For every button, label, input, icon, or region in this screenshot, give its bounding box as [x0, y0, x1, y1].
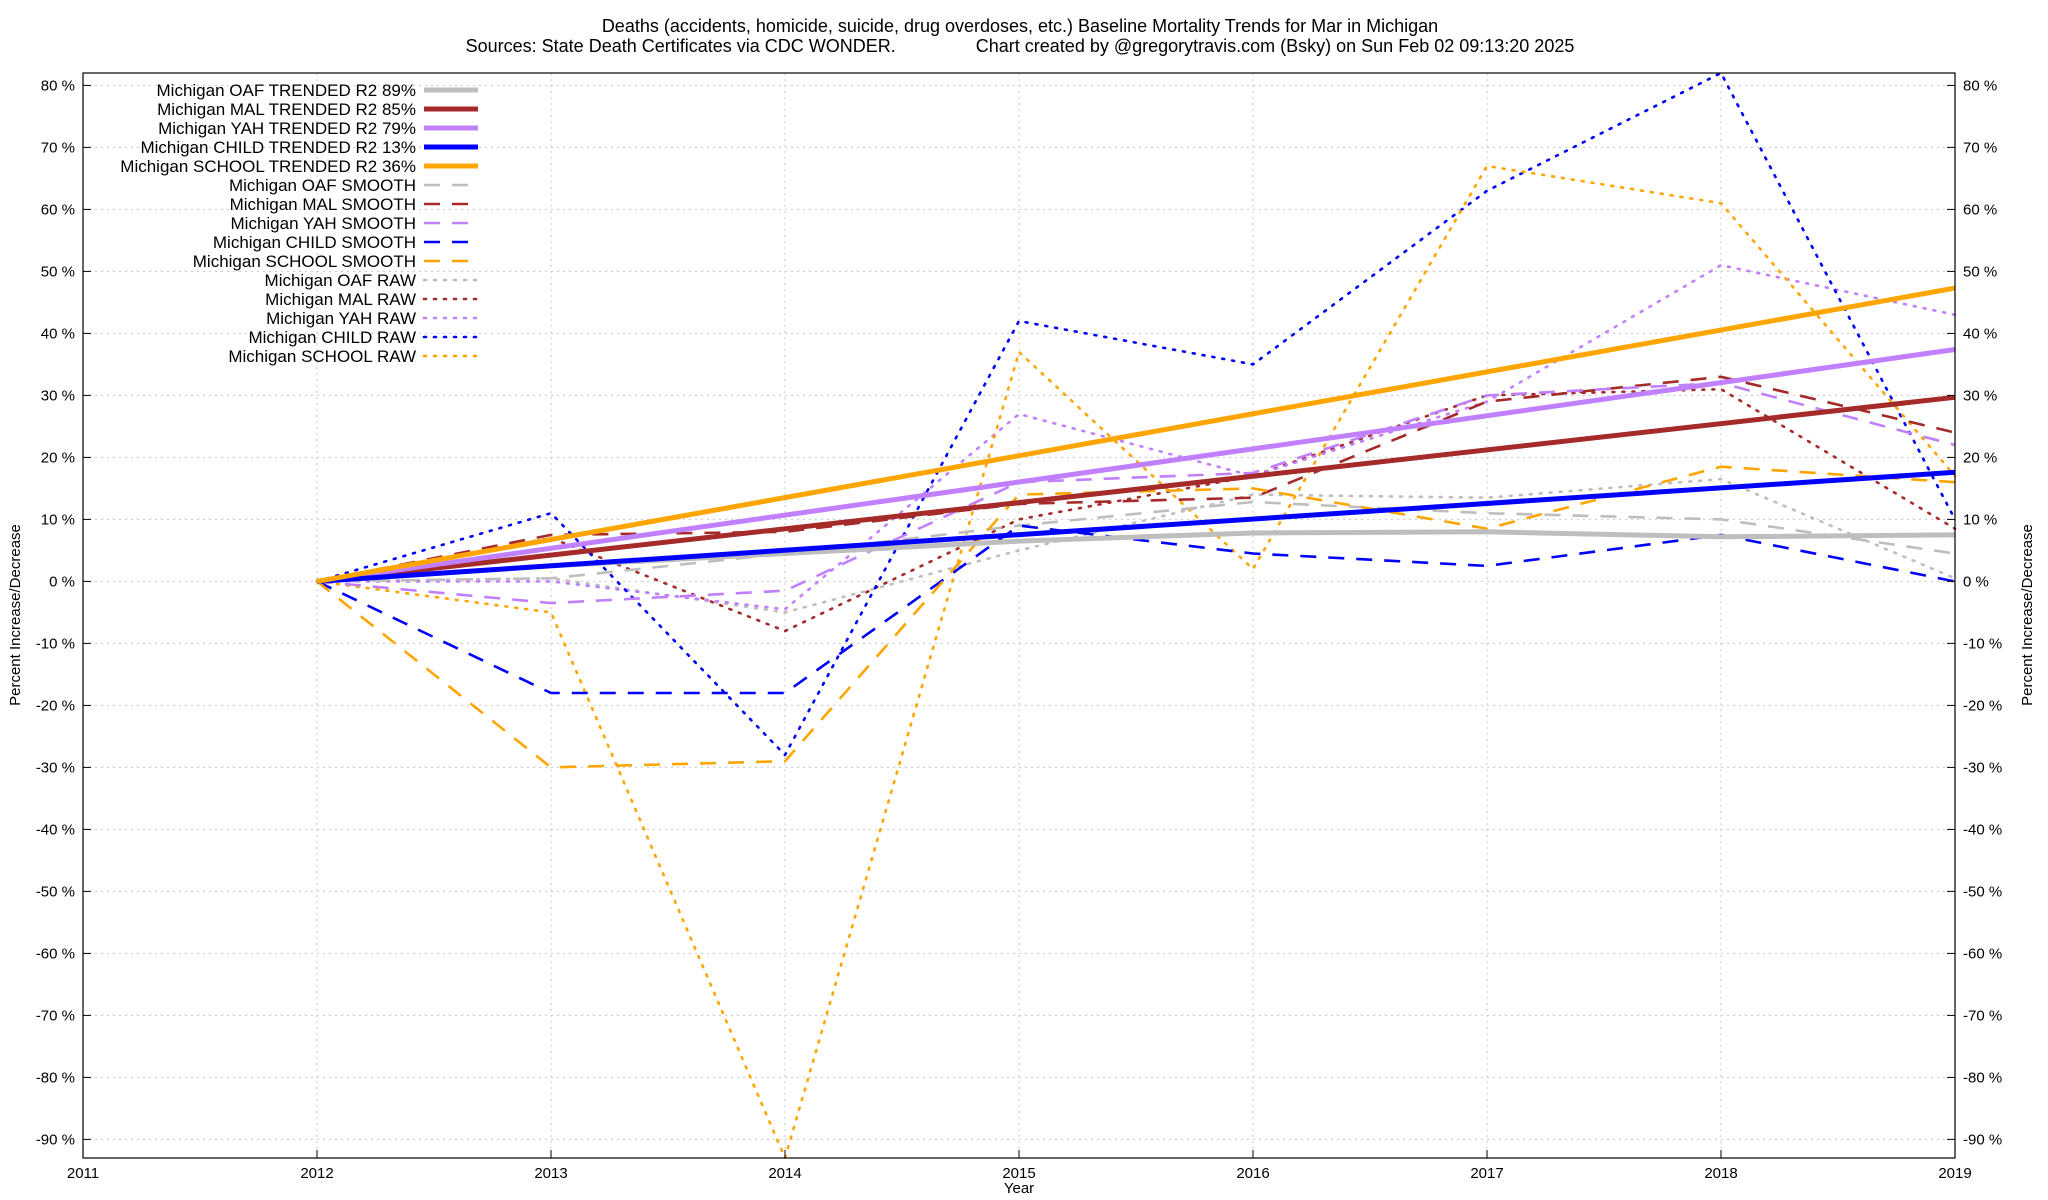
series-line-michigan-child-smooth: [316, 524, 1956, 695]
x-tick-label: 2019: [1938, 1165, 1971, 1182]
y-tick-label-left: 10 %: [41, 511, 75, 528]
y-tick-label-left: 20 %: [41, 449, 75, 466]
legend-label: Michigan MAL RAW: [265, 290, 416, 309]
y-tick-label-right: 30 %: [1963, 387, 1997, 404]
x-tick-label: 2011: [67, 1165, 99, 1182]
y-tick-label-right: -30 %: [1963, 759, 2002, 776]
series-line-michigan-child-raw: [315, 71, 1957, 757]
legend-label: Michigan MAL TRENDED R2 85%: [157, 100, 416, 119]
y-tick-label-left: 50 %: [41, 263, 75, 280]
legend-label: Michigan OAF TRENDED R2 89%: [157, 81, 417, 100]
series-line-michigan-oaf-smooth: [316, 500, 1956, 583]
chart-title-line-1: Deaths (accidents, homicide, suicide, dr…: [602, 16, 1438, 36]
legend-label: Michigan SCHOOL TRENDED R2 36%: [120, 157, 416, 176]
y-tick-label-left: -90 %: [36, 1131, 75, 1148]
series-line-michigan-mal-smooth: [316, 375, 1956, 583]
y-tick-label-right: -40 %: [1963, 821, 2002, 838]
legend-label: Michigan YAH SMOOTH: [231, 214, 416, 233]
y-tick-label-right: 0 %: [1963, 573, 1989, 590]
series-line-michigan-child-trended-r2-13: [316, 469, 1956, 584]
x-tick-label: 2013: [534, 1165, 567, 1182]
series-line-michigan-school-raw: [315, 164, 1957, 1160]
y-tick-label-right: 40 %: [1963, 325, 1997, 342]
y-tick-label-right: -90 %: [1963, 1131, 2002, 1148]
y-tick-label-right: -60 %: [1963, 945, 2002, 962]
x-tick-label: 2017: [1470, 1165, 1503, 1182]
y-tick-label-right: -20 %: [1963, 697, 2002, 714]
series-line-michigan-yah-trended-r2-79: [316, 347, 1956, 584]
y-tick-label-left: 0 %: [49, 573, 75, 590]
y-axis-label-right: Percent Increase/Decrease: [2019, 524, 2036, 706]
chart-title-line-2: Sources: State Death Certificates via CD…: [466, 36, 1575, 56]
legend-label: Michigan SCHOOL SMOOTH: [193, 252, 416, 271]
y-tick-label-left: -60 %: [36, 945, 75, 962]
series-line-michigan-school-trended-r2-36: [316, 285, 1956, 584]
y-tick-label-left: 40 %: [41, 325, 75, 342]
y-tick-label-left: -30 %: [36, 759, 75, 776]
series-line-michigan-oaf-raw: [315, 477, 1957, 614]
y-tick-label-right: 80 %: [1963, 77, 1997, 94]
y-tick-label-right: 70 %: [1963, 139, 1997, 156]
legend: Michigan OAF TRENDED R2 89%Michigan MAL …: [120, 81, 480, 366]
legend-label: Michigan CHILD RAW: [248, 328, 416, 347]
y-tick-label-left: -50 %: [36, 883, 75, 900]
y-tick-label-left: 80 %: [41, 77, 75, 94]
y-tick-label-left: -80 %: [36, 1069, 75, 1086]
y-axis-label-left: Percent Increase/Decrease: [7, 524, 24, 706]
legend-label: Michigan CHILD SMOOTH: [213, 233, 416, 252]
y-tick-label-right: 10 %: [1963, 511, 1997, 528]
y-tick-label-right: -70 %: [1963, 1007, 2002, 1024]
chart-title: Deaths (accidents, homicide, suicide, dr…: [466, 16, 1575, 56]
legend-label: Michigan SCHOOL RAW: [228, 347, 416, 366]
y-tick-label-left: 60 %: [41, 201, 75, 218]
x-tick-label: 2015: [1002, 1165, 1035, 1182]
y-tick-label-right: 20 %: [1963, 449, 1997, 466]
y-tick-label-right: 50 %: [1963, 263, 1997, 280]
y-tick-label-left: 70 %: [41, 139, 75, 156]
series-line-michigan-yah-smooth: [316, 381, 1956, 605]
y-tick-label-left: 30 %: [41, 387, 75, 404]
y-tick-label-left: -70 %: [36, 1007, 75, 1024]
series-line-michigan-school-smooth: [316, 465, 1956, 769]
series-line-michigan-mal-trended-r2-85: [316, 394, 1956, 584]
y-tick-label-right: -10 %: [1963, 635, 2002, 652]
legend-label: Michigan OAF SMOOTH: [229, 176, 416, 195]
series-line-michigan-yah-raw: [315, 263, 1957, 611]
y-tick-label-left: -20 %: [36, 697, 75, 714]
y-tick-label-right: -50 %: [1963, 883, 2002, 900]
axis-ticks: -90 % -90 % -80 % -80 % -70 % -70 % -60 % -60 %…: [36, 77, 2002, 1182]
y-tick-label-right: 60 %: [1963, 201, 1997, 218]
x-axis-label: Year: [1004, 1180, 1034, 1197]
y-tick-label-left: -40 %: [36, 821, 75, 838]
y-tick-label-right: -80 %: [1963, 1069, 2002, 1086]
legend-label: Michigan CHILD TRENDED R2 13%: [140, 138, 416, 157]
data-series: [315, 71, 1957, 1160]
x-tick-label: 2016: [1236, 1165, 1269, 1182]
legend-label: Michigan MAL SMOOTH: [230, 195, 416, 214]
legend-label: Michigan YAH RAW: [266, 309, 416, 328]
x-tick-label: 2014: [768, 1165, 801, 1182]
x-tick-label: 2018: [1704, 1165, 1737, 1182]
x-tick-label: 2012: [300, 1165, 333, 1182]
legend-label: Michigan YAH TRENDED R2 79%: [158, 119, 416, 138]
y-tick-label-left: -10 %: [36, 635, 75, 652]
legend-label: Michigan OAF RAW: [265, 271, 416, 290]
